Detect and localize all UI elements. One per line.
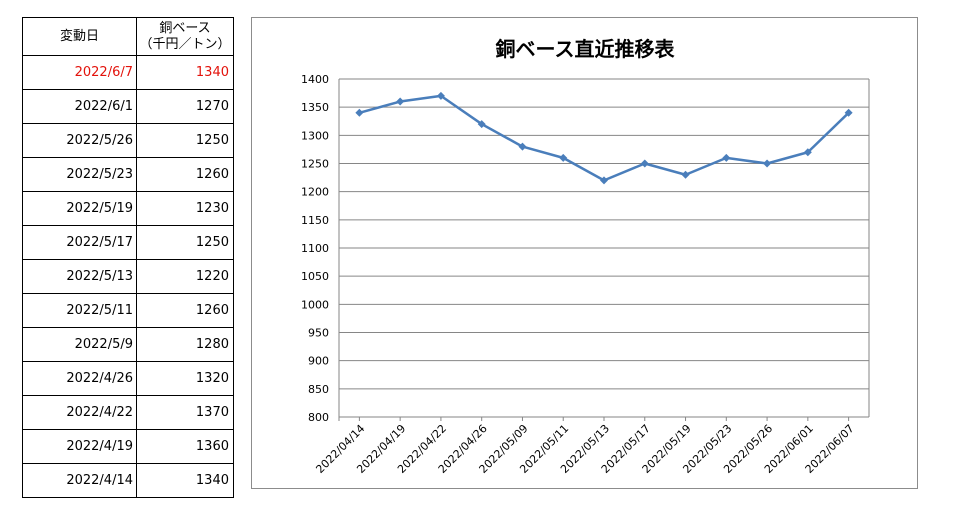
cell-price: 1260 bbox=[136, 293, 234, 328]
header-price-line1: 銅ベース bbox=[159, 20, 211, 36]
table-row: 2022/5/23 1260 bbox=[22, 157, 234, 192]
y-tick-label: 950 bbox=[308, 327, 329, 340]
cell-price: 1370 bbox=[136, 395, 234, 430]
cell-date: 2022/5/9 bbox=[22, 327, 137, 362]
data-point-marker bbox=[844, 108, 853, 117]
table-row: 2022/4/26 1320 bbox=[22, 361, 234, 396]
cell-price: 1250 bbox=[136, 123, 234, 158]
table-row: 2022/5/11 1260 bbox=[22, 293, 234, 328]
table-body: 2022/6/7 1340 2022/6/1 1270 2022/5/26 1250 202… bbox=[22, 55, 234, 498]
table-row: 2022/4/22 1370 bbox=[22, 395, 234, 430]
cell-date: 2022/4/22 bbox=[22, 395, 137, 430]
cell-price: 1220 bbox=[136, 259, 234, 294]
y-tick-label: 1100 bbox=[301, 242, 329, 255]
data-point-marker bbox=[355, 108, 364, 117]
table-row: 2022/5/19 1230 bbox=[22, 191, 234, 226]
y-tick-label: 1200 bbox=[301, 186, 329, 199]
cell-date: 2022/4/14 bbox=[22, 463, 137, 498]
cell-date: 2022/6/7 bbox=[22, 55, 137, 90]
cell-date: 2022/4/19 bbox=[22, 429, 137, 464]
y-axis-labels: 1400 1350 1300 1250 1200 1150 1100 1050 1000 950 9… bbox=[301, 73, 329, 424]
table-row: 2022/5/26 1250 bbox=[22, 123, 234, 158]
series-line bbox=[359, 94, 850, 182]
cell-date: 2022/5/26 bbox=[22, 123, 137, 158]
cell-price: 1250 bbox=[136, 225, 234, 260]
data-point-marker bbox=[477, 120, 486, 129]
table-row: 2022/5/13 1220 bbox=[22, 259, 234, 294]
data-point-marker bbox=[600, 176, 608, 185]
cell-price: 1280 bbox=[136, 327, 234, 362]
cell-date: 2022/4/26 bbox=[22, 361, 137, 396]
cell-price: 1270 bbox=[136, 89, 234, 124]
table-row: 2022/4/19 1360 bbox=[22, 429, 234, 464]
y-tick-label: 1050 bbox=[301, 270, 329, 283]
data-point-marker bbox=[763, 159, 772, 168]
cell-price: 1340 bbox=[136, 55, 234, 90]
cell-price: 1360 bbox=[136, 429, 234, 464]
cell-date: 2022/5/17 bbox=[22, 225, 137, 260]
header-price: 銅ベース （千円／トン） bbox=[136, 17, 234, 56]
cell-date: 2022/5/11 bbox=[22, 293, 137, 328]
y-tick-label: 1300 bbox=[301, 129, 329, 142]
chart-area: 銅ベース直近推移表 1400 1350 1300 1250 1200 1150 1100 10… bbox=[251, 17, 918, 489]
y-tick-label: 800 bbox=[308, 411, 329, 424]
data-point-marker bbox=[396, 97, 405, 106]
cell-date: 2022/5/19 bbox=[22, 191, 137, 226]
series-layer bbox=[355, 91, 853, 185]
data-point-marker bbox=[803, 148, 812, 157]
cell-price: 1230 bbox=[136, 191, 234, 226]
data-point-marker bbox=[518, 142, 527, 151]
line-chart: 銅ベース直近推移表 1400 1350 1300 1250 1200 1150 1100 10… bbox=[301, 37, 870, 476]
cell-date: 2022/6/1 bbox=[22, 89, 137, 124]
data-point-marker bbox=[559, 153, 568, 162]
header-price-line2: （千円／トン） bbox=[139, 36, 231, 52]
table-row: 2022/5/17 1250 bbox=[22, 225, 234, 260]
table-row: 2022/4/14 1340 bbox=[22, 463, 234, 498]
table-row: 2022/5/9 1280 bbox=[22, 327, 234, 362]
y-tick-label: 1150 bbox=[301, 214, 329, 227]
table-row: 2022/6/1 1270 bbox=[22, 89, 234, 124]
cell-date: 2022/5/23 bbox=[22, 157, 137, 192]
header-date: 変動日 bbox=[22, 17, 137, 56]
cell-price: 1340 bbox=[136, 463, 234, 498]
table-header-row: 変動日 銅ベース （千円／トン） bbox=[22, 17, 234, 56]
data-point-marker bbox=[436, 91, 445, 100]
data-point-marker bbox=[681, 170, 690, 179]
data-point-marker bbox=[640, 159, 649, 168]
data-point-marker bbox=[722, 153, 731, 162]
chart-title: 銅ベース直近推移表 bbox=[496, 37, 676, 61]
table-row-latest: 2022/6/7 1340 bbox=[22, 55, 234, 90]
y-tick-label: 1250 bbox=[301, 158, 329, 171]
y-tick-label: 1000 bbox=[301, 298, 329, 311]
y-tick-label: 850 bbox=[308, 383, 329, 396]
x-axis-labels: 2022/04/142022/04/192022/04/222022/04/26… bbox=[313, 422, 856, 476]
copper-price-table: 変動日 銅ベース （千円／トン） 2022/6/7 1340 2022/6/1 127… bbox=[22, 17, 234, 498]
grid-layer bbox=[338, 78, 870, 421]
y-tick-label: 900 bbox=[308, 355, 329, 368]
cell-price: 1260 bbox=[136, 157, 234, 192]
y-tick-label: 1400 bbox=[301, 73, 329, 86]
y-tick-label: 1350 bbox=[301, 101, 329, 114]
cell-price: 1320 bbox=[136, 361, 234, 396]
cell-date: 2022/5/13 bbox=[22, 259, 137, 294]
